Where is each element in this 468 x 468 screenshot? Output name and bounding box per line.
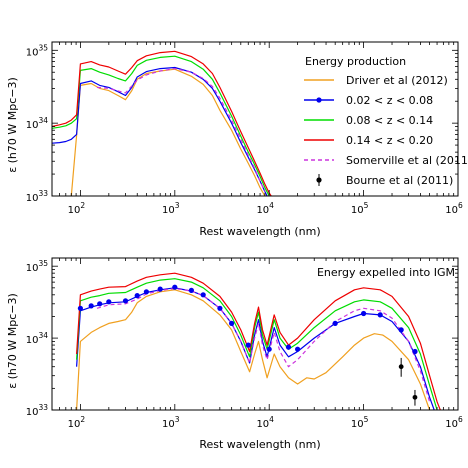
y-tick-label-1: 1034 (26, 116, 49, 131)
y-tick-label-0: 1033 (26, 403, 49, 418)
x-tick-label-3: 105 (351, 201, 369, 216)
series-marker-1-9 (188, 287, 194, 293)
plot-series-group (76, 272, 441, 410)
legend: Driver et al (2012) 0.02 < z < 0.08 0.08 <… (304, 74, 468, 187)
series-marker-1-3 (106, 299, 112, 305)
series-line-3 (76, 272, 441, 410)
legend-label-5: Bourne et al (2011) (346, 174, 453, 187)
series-marker-1-6 (143, 289, 149, 295)
series-line-3 (52, 50, 272, 196)
errorbar-point-1 (412, 394, 418, 400)
x-tick-label-4: 106 (445, 201, 463, 216)
y-tick-label-0: 1033 (26, 189, 49, 204)
series-line-2 (52, 55, 270, 196)
y-axis-label: ε (h70 W Mpc−3) (6, 293, 19, 389)
series-line-4 (96, 68, 266, 192)
series-marker-1-18 (361, 310, 367, 317)
series-marker-1-0 (77, 305, 83, 311)
panel-energy-expelled: Energy expelled into IGM Rest wavelength… (6, 257, 463, 451)
axes-ticks (51, 42, 459, 197)
y-tick-label-2: 1035 (26, 43, 49, 58)
plot-series-group (52, 50, 272, 196)
y-tick-label-2: 1035 (26, 259, 49, 274)
series-marker-1-11 (217, 305, 223, 311)
x-tick-label-4: 106 (445, 415, 463, 430)
series-marker-1-14 (266, 346, 272, 352)
series-marker-1-4 (122, 298, 129, 304)
x-tick-label-3: 105 (351, 415, 369, 430)
legend-label-0: Driver et al (2012) (346, 74, 448, 87)
series-marker-1-10 (200, 292, 206, 298)
legend-label-4: Somerville et al (2011) (346, 154, 468, 167)
series-line-1 (76, 287, 435, 410)
x-axis-label: Rest wavelength (nm) (199, 438, 320, 451)
panel-annotation: Energy expelled into IGM (317, 266, 455, 279)
series-marker-1-5 (134, 293, 140, 299)
x-tick-label-0: 102 (68, 415, 86, 430)
plot-frame (51, 257, 459, 411)
series-marker-1-21 (412, 348, 418, 355)
y-axis-label: ε (h70 W Mpc−3) (6, 77, 19, 173)
legend-label-3: 0.14 < z < 0.20 (346, 134, 433, 147)
series-marker-1-16 (295, 346, 301, 352)
x-axis-label: Rest wavelength (nm) (199, 225, 320, 238)
series-marker-1-12 (229, 320, 235, 326)
legend-swatch-point (316, 177, 322, 183)
series-line-4 (96, 287, 431, 402)
series-line-0 (76, 289, 431, 410)
series-marker-1-8 (172, 284, 178, 290)
series-marker-1-20 (398, 327, 404, 333)
series-line-2 (76, 278, 438, 410)
series-marker-1-15 (285, 344, 292, 350)
axes-ticks (51, 258, 459, 411)
series-marker-1-17 (332, 320, 338, 326)
legend-label-1: 0.02 < z < 0.08 (346, 94, 433, 107)
series-marker-1-13 (245, 342, 251, 348)
series-marker-1-19 (377, 312, 383, 318)
y-tick-label-1: 1034 (26, 331, 49, 346)
series-line-1 (52, 66, 268, 196)
x-tick-label-0: 102 (68, 201, 86, 216)
legend-swatch-marker-1 (316, 97, 322, 103)
x-tick-label-2: 104 (256, 201, 274, 216)
panel-annotation: Energy production (305, 55, 406, 68)
series-marker-1-7 (157, 286, 163, 292)
series-marker-1-1 (88, 303, 94, 309)
plot-frame (51, 41, 459, 197)
x-tick-label-2: 104 (256, 415, 274, 430)
series-marker-1-2 (97, 301, 103, 307)
x-tick-label-1: 103 (162, 201, 180, 216)
x-tick-label-1: 103 (162, 415, 180, 430)
errorbar-point-0 (398, 364, 404, 370)
panel-energy-production: Energy production Rest wavelength (nm) ε… (6, 41, 468, 238)
legend-label-2: 0.08 < z < 0.14 (346, 114, 433, 127)
